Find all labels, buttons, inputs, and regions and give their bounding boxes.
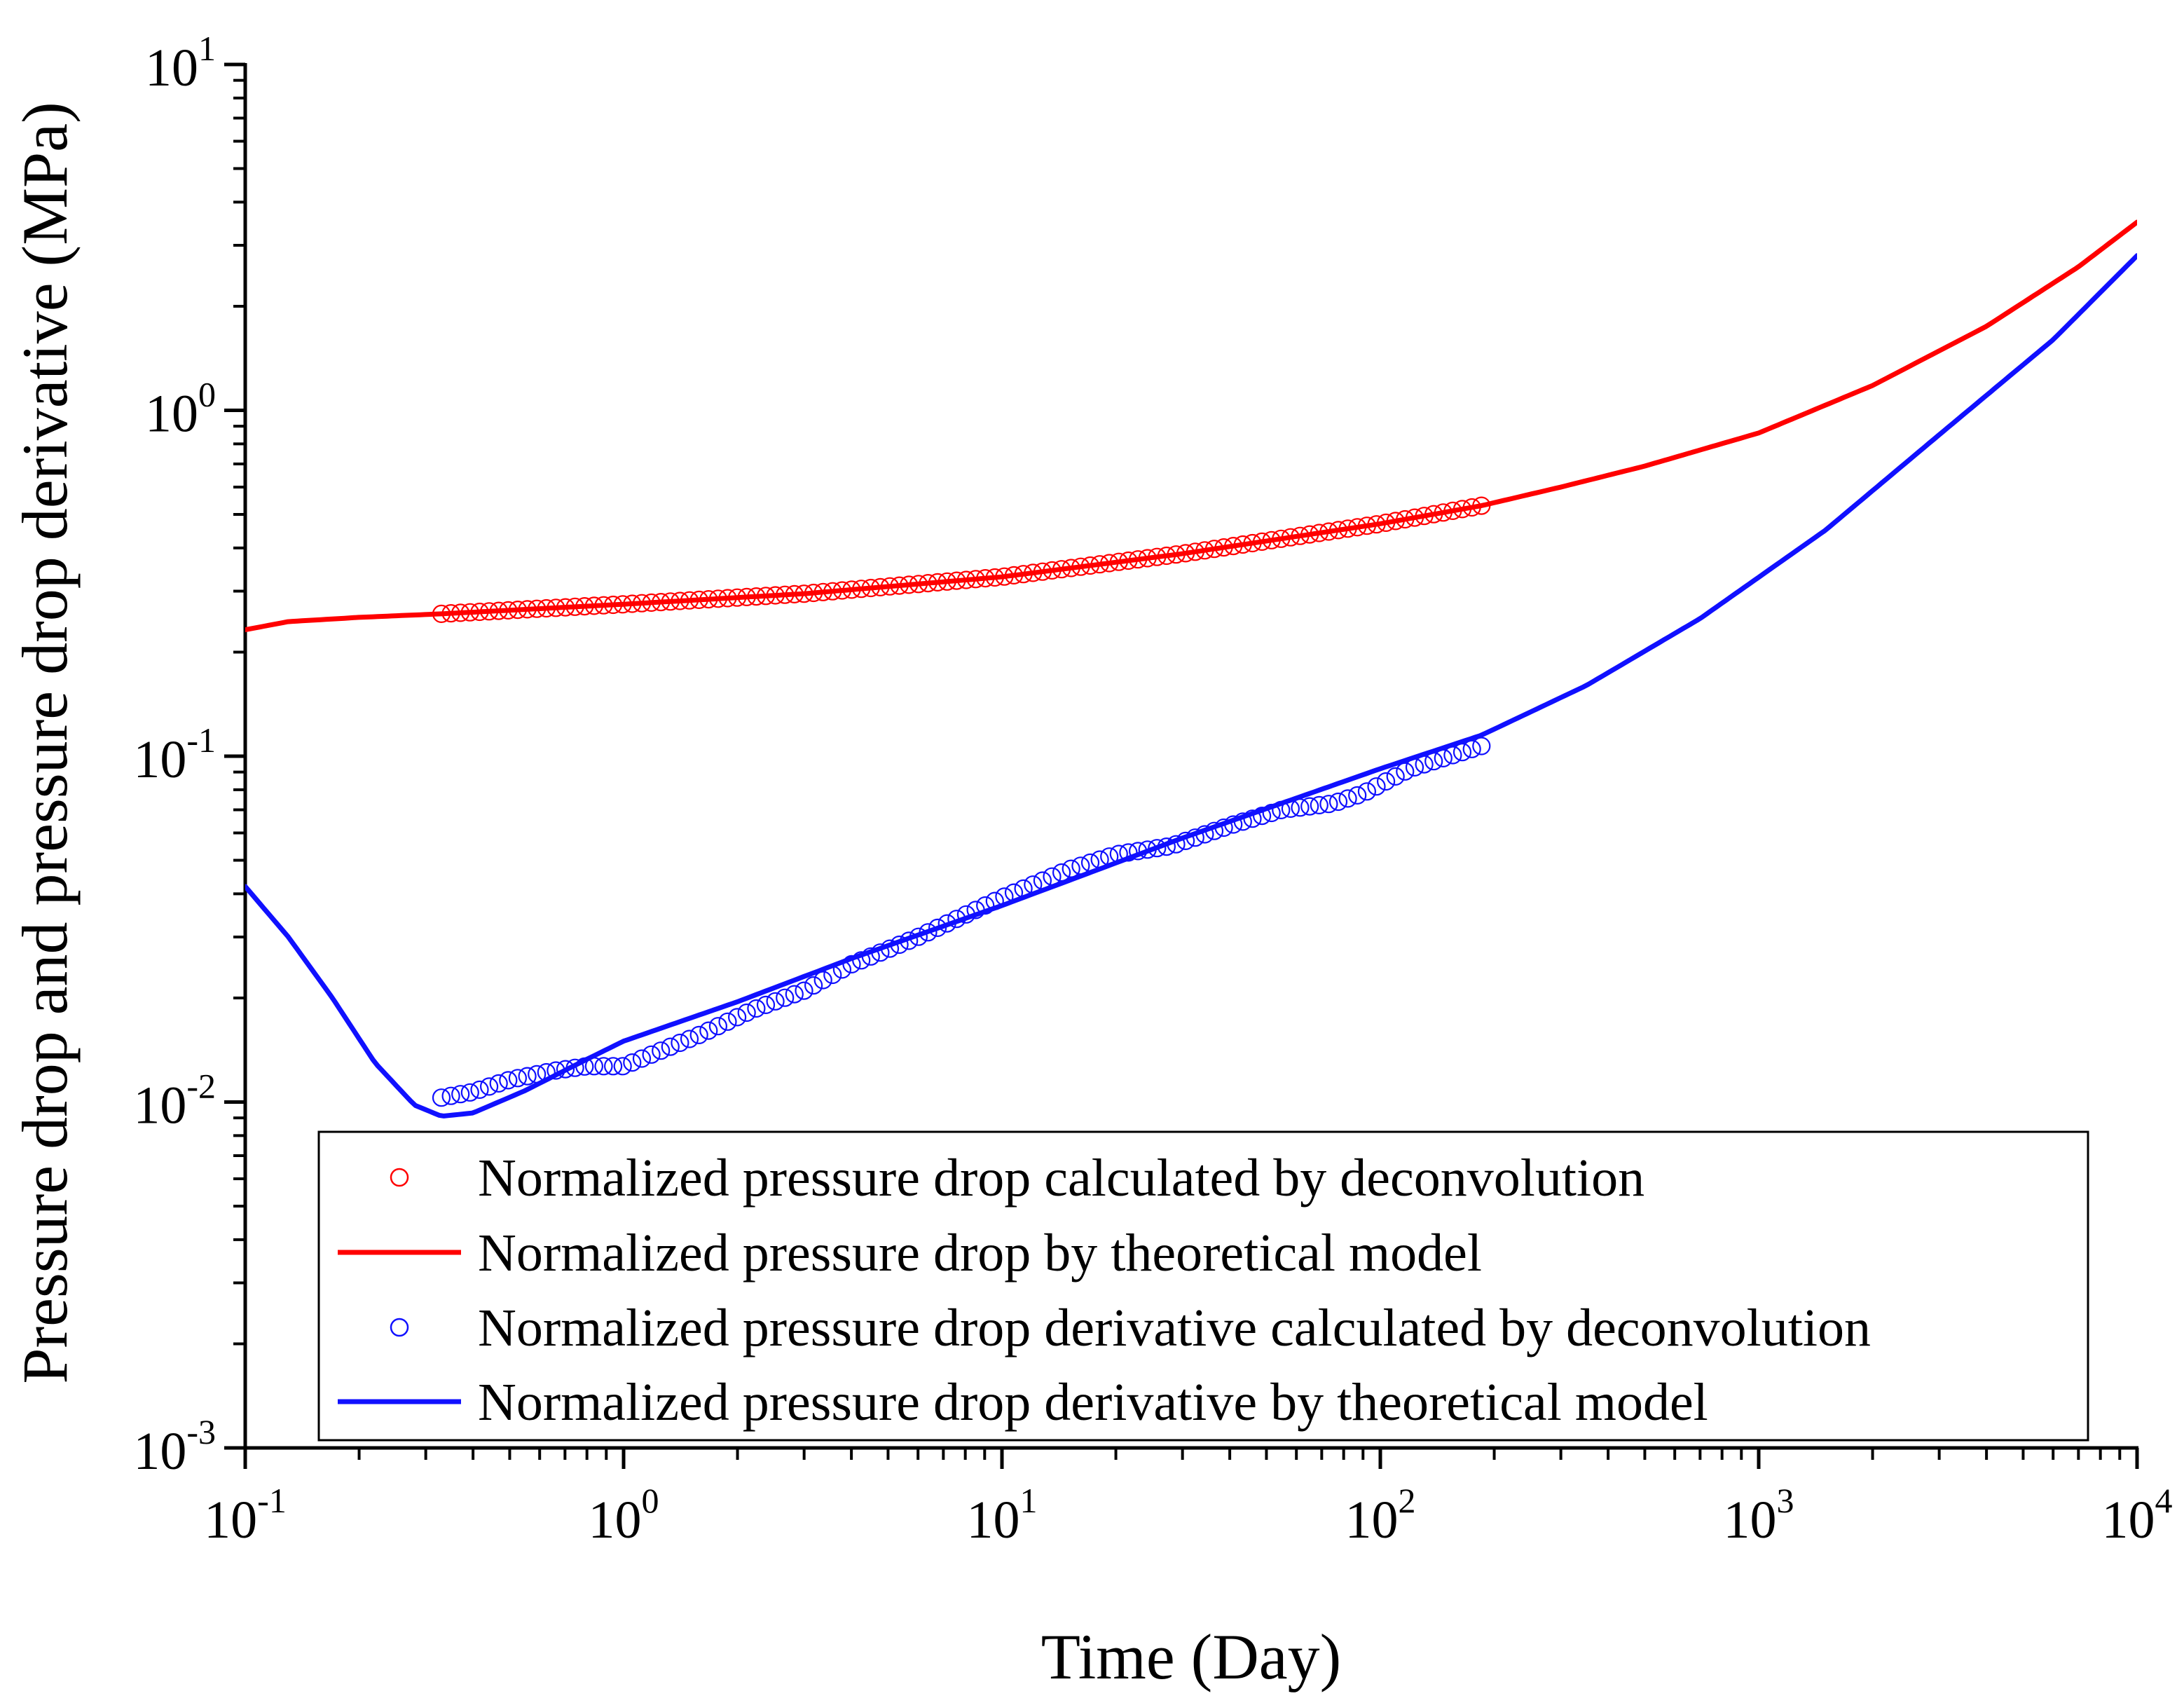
legend-marker-circle xyxy=(390,1318,409,1337)
data-point xyxy=(470,1080,489,1100)
data-point xyxy=(756,995,776,1015)
data-point xyxy=(556,1060,575,1079)
x-tick-label: 100 xyxy=(589,1481,659,1550)
data-point xyxy=(1357,782,1377,801)
data-point xyxy=(451,1085,470,1104)
data-point xyxy=(632,1049,652,1068)
y-tick-label-exponent: -2 xyxy=(186,1067,216,1106)
x-tick-label: 104 xyxy=(2102,1481,2173,1550)
y-tick-label-base: 10 xyxy=(133,1422,186,1481)
x-tick-label-base: 10 xyxy=(1724,1491,1777,1550)
data-point xyxy=(432,1088,451,1107)
data-point xyxy=(1376,772,1396,791)
data-point xyxy=(508,1069,528,1088)
series-layer xyxy=(245,219,2137,1119)
y-tick-label: 100 xyxy=(145,375,216,444)
y-tick-label: 101 xyxy=(145,29,216,97)
data-point xyxy=(1386,767,1405,786)
data-point xyxy=(661,1037,680,1056)
data-point xyxy=(680,1030,699,1048)
x-tick-label-base: 10 xyxy=(2102,1491,2155,1550)
x-axis-label: Time (Day) xyxy=(1041,1621,1341,1692)
data-point xyxy=(613,1057,632,1076)
data-point xyxy=(479,1077,499,1096)
data-point xyxy=(1310,795,1328,815)
axis-labels: Time (Day) Pressure drop and pressure dr… xyxy=(9,102,1341,1692)
legend-marker-circle xyxy=(390,1168,409,1187)
data-point xyxy=(518,1067,537,1086)
y-tick-label-base: 10 xyxy=(145,385,198,444)
data-point xyxy=(652,1041,671,1060)
legend-label: Normalized pressure drop derivative by t… xyxy=(478,1373,1708,1432)
data-point xyxy=(1119,843,1138,862)
legend-label: Normalized pressure drop by theoretical … xyxy=(478,1224,1482,1283)
data-point xyxy=(1300,797,1319,816)
x-tick-label-base: 10 xyxy=(967,1491,1020,1550)
data-point xyxy=(1319,795,1338,814)
x-tick-label-exponent: 2 xyxy=(1399,1481,1416,1520)
y-tick-label-exponent: -3 xyxy=(186,1412,216,1451)
data-point xyxy=(671,1033,689,1053)
legend-box xyxy=(317,1130,2089,1442)
data-point xyxy=(689,1025,708,1045)
y-tick-label: 10-3 xyxy=(133,1412,216,1481)
x-tick-label: 10-1 xyxy=(204,1481,287,1550)
y-tick-label-base: 10 xyxy=(133,1076,186,1135)
x-tick-label-base: 10 xyxy=(204,1491,257,1550)
x-tick-label: 101 xyxy=(967,1481,1038,1550)
data-point xyxy=(594,1057,613,1076)
data-point xyxy=(441,1086,460,1105)
y-tick-label-base: 10 xyxy=(145,39,198,97)
data-point xyxy=(460,1083,479,1102)
x-tick-label-exponent: 4 xyxy=(2155,1481,2173,1520)
y-tick-label-exponent: 1 xyxy=(198,29,216,68)
data-point xyxy=(795,981,813,1000)
data-point xyxy=(766,992,785,1011)
legend-label: Normalized pressure drop derivative calc… xyxy=(478,1299,1871,1357)
data-point xyxy=(737,1003,756,1023)
data-point xyxy=(489,1074,508,1093)
data-point xyxy=(623,1053,642,1072)
series-4 xyxy=(245,253,2137,1119)
data-point xyxy=(642,1045,661,1064)
series-line xyxy=(245,253,2137,1119)
x-tick-label: 103 xyxy=(1724,1481,1794,1550)
series-line xyxy=(245,219,2137,633)
y-tick-label-base: 10 xyxy=(133,730,186,789)
data-point xyxy=(718,1012,737,1031)
data-point xyxy=(785,985,804,1004)
data-point xyxy=(708,1017,728,1036)
y-tick-label: 10-1 xyxy=(133,720,216,789)
data-point xyxy=(804,976,823,995)
y-tick-label-exponent: 0 xyxy=(198,375,216,414)
data-point xyxy=(1328,792,1348,812)
data-point xyxy=(727,1008,747,1027)
legend: Normalized pressure drop calculated by d… xyxy=(317,1130,2089,1442)
x-tick-label-exponent: 3 xyxy=(1777,1481,1794,1520)
data-point xyxy=(499,1071,518,1090)
data-point xyxy=(1348,786,1367,805)
data-point xyxy=(1338,789,1357,808)
data-point xyxy=(747,999,766,1018)
data-point xyxy=(603,1057,623,1076)
x-tick-label-exponent: 0 xyxy=(642,1481,659,1520)
series-2 xyxy=(245,219,2137,633)
data-point xyxy=(776,988,795,1007)
y-tick-label: 10-2 xyxy=(133,1067,216,1135)
legend-label: Normalized pressure drop calculated by d… xyxy=(478,1149,1644,1208)
x-tick-label-base: 10 xyxy=(589,1491,642,1550)
plot-area xyxy=(245,219,2137,1119)
x-tick-label-base: 10 xyxy=(1345,1491,1399,1550)
data-point xyxy=(1367,777,1386,796)
data-point xyxy=(699,1021,718,1040)
data-point xyxy=(1252,806,1272,826)
y-tick-label-exponent: -1 xyxy=(186,720,216,760)
x-tick-label-exponent: 1 xyxy=(1020,1481,1038,1520)
x-tick-label-exponent: -1 xyxy=(257,1481,287,1520)
y-axis-label: Pressure drop and pressure drop derivati… xyxy=(9,102,81,1383)
x-tick-label: 102 xyxy=(1345,1481,1416,1550)
